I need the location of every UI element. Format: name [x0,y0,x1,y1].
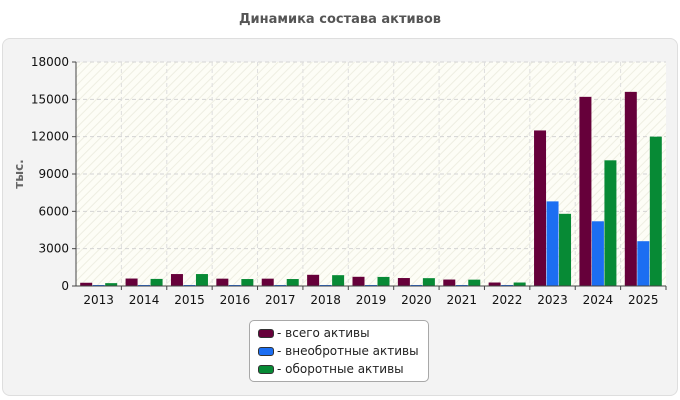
y-tick-labels: 18000 15000 12000 9000 6000 3000 0 [31,55,76,293]
bar-2025-series-2 [649,136,662,286]
x-tick-label: 2015 [174,293,205,307]
bar-2019-series-0 [352,276,365,286]
x-tick-label: 2017 [265,293,296,307]
bar-2024-series-2 [604,160,617,286]
y-axis-label: тыс. [12,159,26,188]
bar-2020-series-2 [422,278,435,286]
bar-2014-series-2 [150,278,163,286]
y-tick-label: 9000 [38,167,69,181]
x-tick-label: 2019 [356,293,387,307]
legend-swatch-total-assets [258,328,274,338]
bar-2015-series-2 [195,274,208,286]
bar-2015-series-0 [170,274,183,286]
bar-2019-series-2 [377,276,390,286]
x-tick-label: 2022 [492,293,523,307]
legend-item-current-assets: - оборотные активы [258,360,428,378]
bar-2021-series-0 [443,279,456,286]
legend-label-current-assets: - оборотные активы [277,362,404,376]
bar-2013-series-0 [80,282,93,286]
x-tick-label: 2020 [401,293,432,307]
chart-title: Динамика состава активов [238,12,442,27]
bar-2021-series-2 [468,279,481,286]
bar-2017-series-0 [261,278,274,286]
y-tick-label: 0 [61,279,69,293]
legend-item-total-assets: - всего активы [258,324,428,342]
bar-2014-series-0 [125,278,138,286]
bar-2017-series-2 [286,279,299,286]
legend-swatch-noncurrent-assets [258,346,274,356]
bar-2022-series-2 [513,282,526,286]
y-tick-label: 18000 [31,55,69,69]
x-tick-label: 2018 [310,293,341,307]
legend-label-noncurrent-assets: - внеобротные активы [277,344,419,358]
chart-legend: - всего активы - внеобротные активы - об… [249,320,429,382]
bar-2024-series-0 [579,96,592,286]
x-tick-label: 2023 [537,293,568,307]
legend-item-noncurrent-assets: - внеобротные активы [258,342,428,360]
y-tick-label: 12000 [31,130,69,144]
bar-2016-series-2 [241,279,254,286]
bar-2023-series-0 [534,130,547,286]
x-tick-label: 2021 [446,293,477,307]
bars [80,91,662,286]
bar-2024-series-1 [591,221,604,286]
bar-2018-series-2 [332,275,345,286]
bar-2022-series-0 [488,282,501,286]
x-tick-label: 2014 [129,293,160,307]
bar-2013-series-2 [105,283,118,286]
y-tick-label: 3000 [38,242,69,256]
legend-label-total-assets: - всего активы [277,326,370,340]
bar-2025-series-0 [624,91,637,286]
x-tick-label: 2016 [220,293,251,307]
gridlines [76,61,666,286]
bar-2023-series-1 [546,201,559,286]
bar-2016-series-0 [216,278,229,286]
legend-swatch-current-assets [258,364,274,374]
y-tick-label: 6000 [38,204,69,218]
x-tick-labels: 2013 2014 2015 2016 2017 2018 2019 2020 2021 2022… [83,286,667,307]
x-tick-label: 2013 [83,293,114,307]
x-tick-label: 2025 [628,293,659,307]
bar-2023-series-2 [559,213,572,286]
bar-2018-series-0 [307,274,320,286]
bar-2025-series-1 [637,241,650,286]
y-tick-label: 15000 [31,92,69,106]
x-tick-label: 2024 [583,293,614,307]
bar-2020-series-0 [397,278,410,286]
